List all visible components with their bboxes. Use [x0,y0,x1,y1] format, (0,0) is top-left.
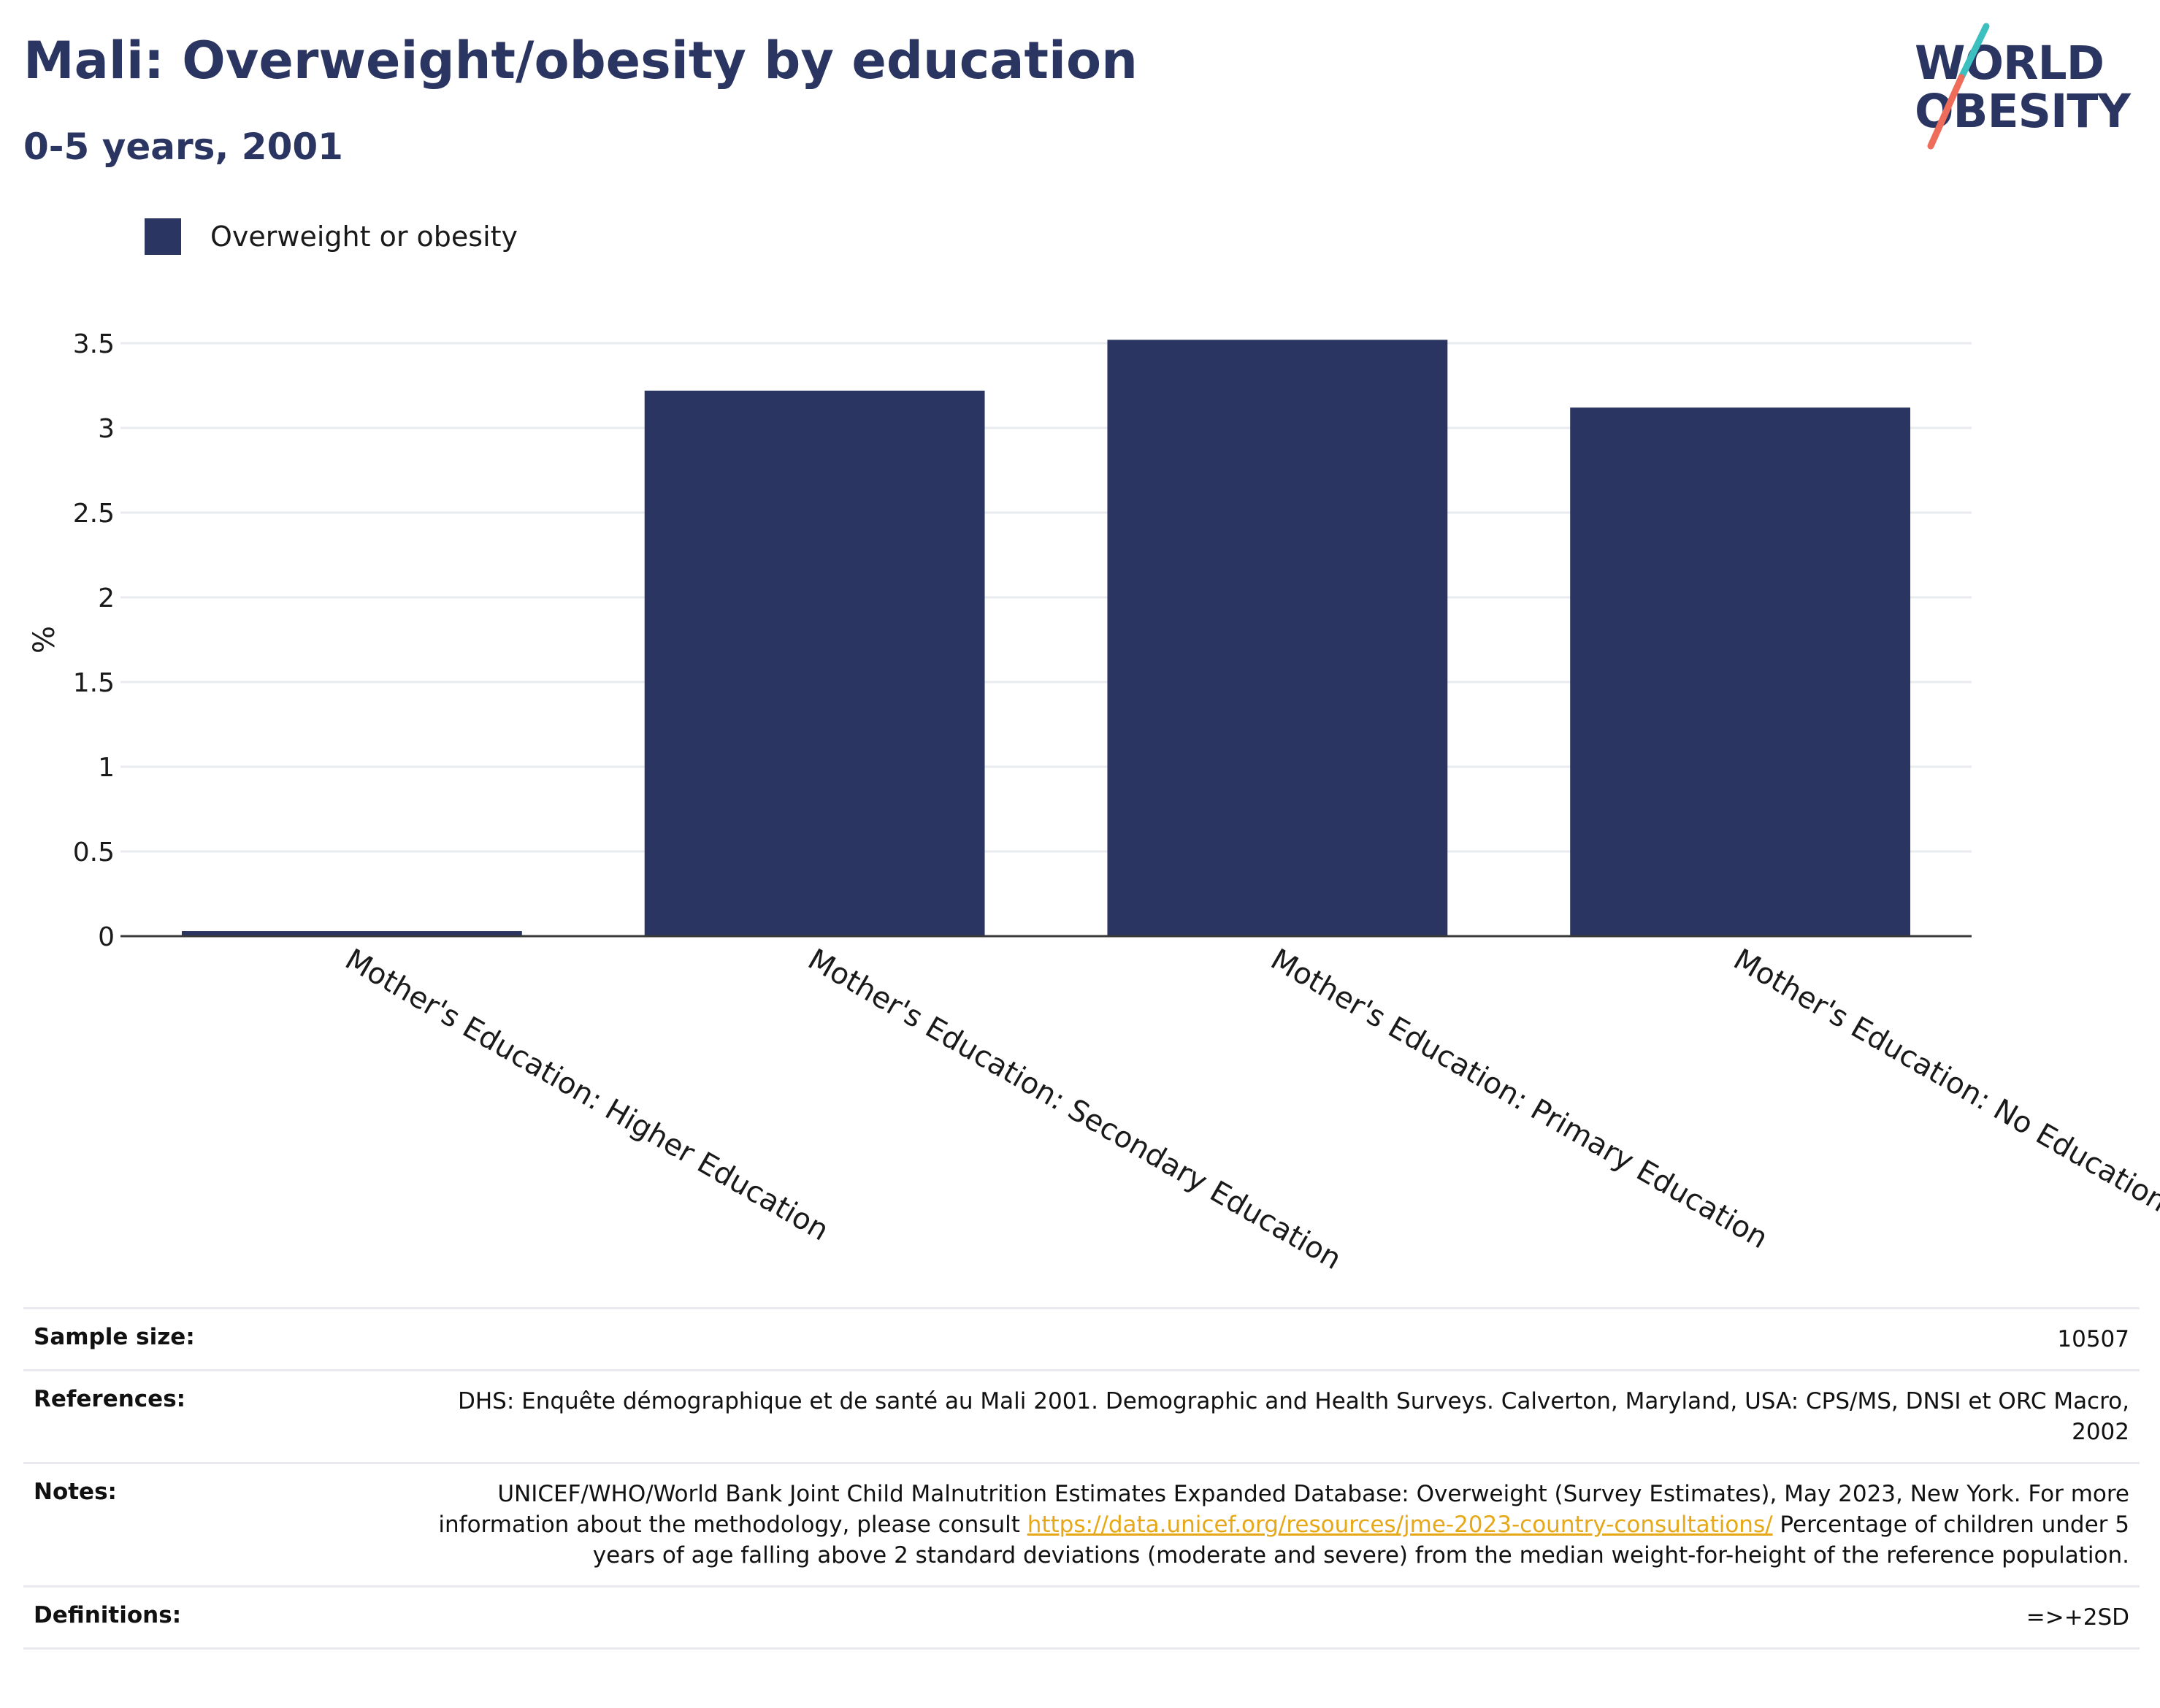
y-tick-label: 0.5 [73,838,115,868]
info-table: Sample size: 10507 References: DHS: Enqu… [23,1307,2140,1650]
notes-value: UNICEF/WHO/World Bank Joint Child Malnut… [409,1462,2140,1588]
bar [644,390,985,936]
bar-chart: 0 0.5 1 1.5 2 2.5 3 3.5 Mother's Education: High… [28,329,2160,1276]
chart-subtitle: 0-5 years, 2001 [23,126,343,168]
sample-size-row: Sample size: 10507 [23,1307,2140,1371]
bar [181,931,522,936]
x-tick-label: Mother's Education: Higher Education [340,943,835,1248]
legend-swatch [145,218,181,255]
bar [1570,407,1911,936]
sample-size-value: 10507 [409,1307,2140,1371]
bar [1107,340,1448,936]
x-tick-label: Mother's Education: Secondary Education [803,943,1347,1276]
references-value: DHS: Enquête démographique et de santé a… [409,1369,2140,1464]
legend: Overweight or obesity [145,218,518,256]
y-tick-label: 2.5 [73,499,115,529]
y-tick-label: 3.5 [73,329,115,359]
notes-label: Notes: [23,1462,409,1588]
legend-label: Overweight or obesity [210,221,518,253]
notes-text-2: Percentage of children under 5 years of … [592,1512,2129,1569]
notes-text-1: UNICEF/WHO/World Bank Joint Child Malnut… [438,1481,2129,1538]
y-tick-label: 2 [98,583,115,613]
definitions-row: Definitions: =>+2SD [23,1585,2140,1650]
sample-size-label: Sample size: [23,1307,409,1371]
notes-link[interactable]: https://data.unicef.org/resources/jme-20… [1027,1512,1773,1538]
world-obesity-logo: WORLD OBESITY [1899,20,2147,156]
chart-title: Mali: Overweight/obesity by education [23,31,1138,91]
references-label: References: [23,1369,409,1464]
logo-line-1: WORLD [1915,37,2105,90]
definitions-label: Definitions: [23,1585,409,1650]
y-tick-label: 1.5 [73,668,115,698]
references-row: References: DHS: Enquête démographique e… [23,1369,2140,1464]
y-axis-label: % [28,626,61,654]
definitions-value: =>+2SD [409,1585,2140,1650]
logo-slash-icon [1927,23,1990,150]
y-tick-label: 0 [98,922,115,952]
x-tick-label: Mother's Education: Primary Education [1265,943,1773,1256]
notes-row: Notes: UNICEF/WHO/World Bank Joint Child… [23,1462,2140,1588]
y-tick-label: 3 [98,414,115,444]
x-tick-label: Mother's Education: No Education [1728,943,2160,1219]
y-tick-label: 1 [98,753,115,783]
